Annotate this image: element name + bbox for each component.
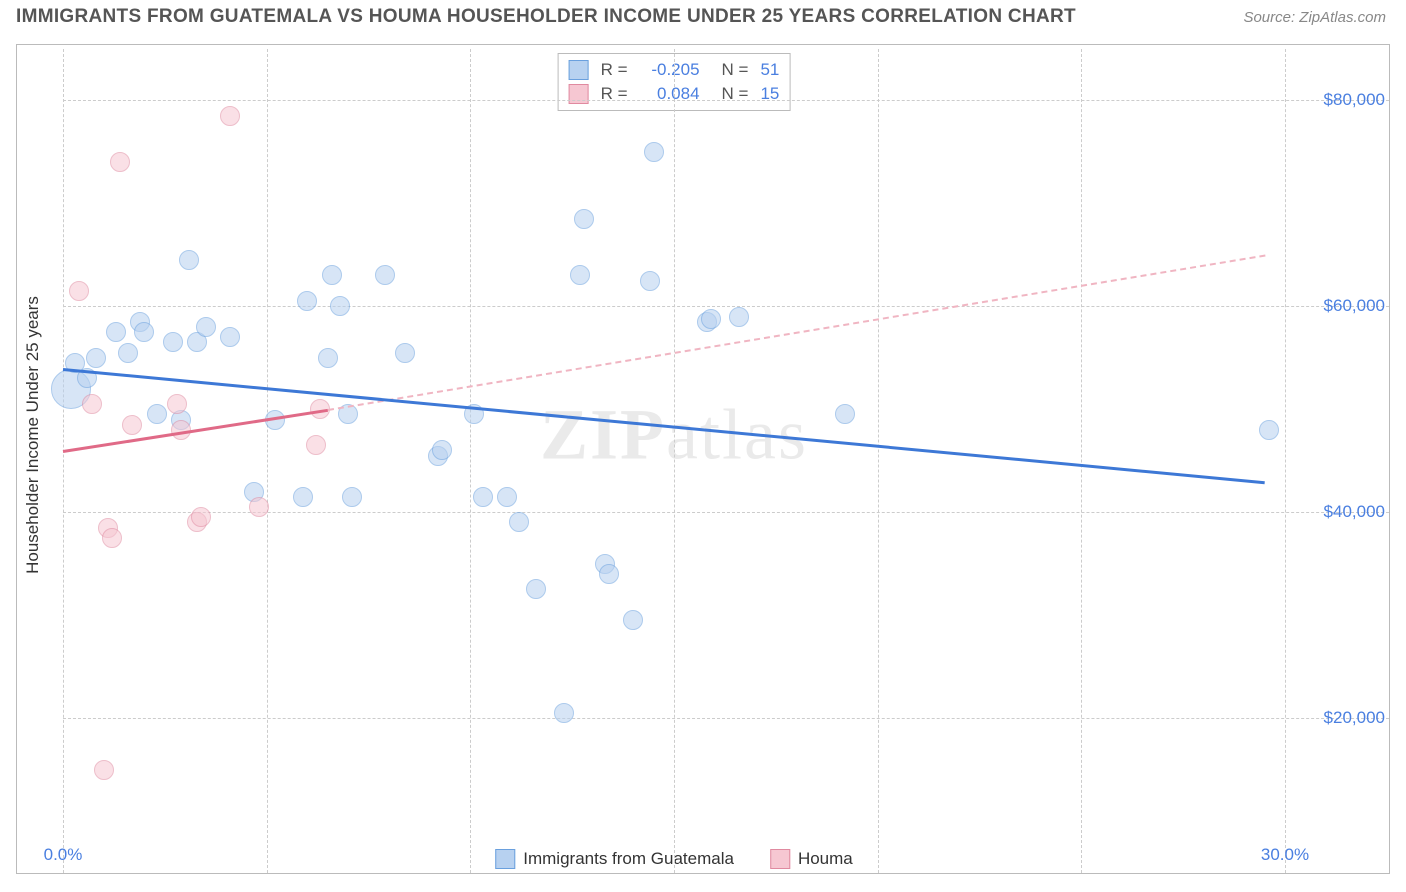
- scatter-point-guatemala: [835, 404, 855, 424]
- gridline-h: [63, 306, 1389, 307]
- gridline-h: [63, 100, 1389, 101]
- scatter-point-houma: [220, 106, 240, 126]
- scatter-point-guatemala: [570, 265, 590, 285]
- legend-item-guatemala: Immigrants from Guatemala: [495, 849, 734, 869]
- gridline-v: [878, 49, 879, 873]
- r-label: R =: [601, 82, 628, 106]
- y-tick-label: $80,000: [1324, 90, 1385, 110]
- scatter-point-houma: [102, 528, 122, 548]
- scatter-point-guatemala: [220, 327, 240, 347]
- y-tick-label: $40,000: [1324, 502, 1385, 522]
- scatter-point-guatemala: [293, 487, 313, 507]
- scatter-point-guatemala: [623, 610, 643, 630]
- scatter-point-guatemala: [86, 348, 106, 368]
- scatter-point-guatemala: [644, 142, 664, 162]
- r-value: -0.205: [640, 58, 700, 82]
- trend-line: [63, 368, 1265, 484]
- n-value: 51: [760, 58, 779, 82]
- scatter-point-houma: [69, 281, 89, 301]
- scatter-point-guatemala: [599, 564, 619, 584]
- scatter-point-houma: [191, 507, 211, 527]
- scatter-point-guatemala: [509, 512, 529, 532]
- scatter-point-guatemala: [147, 404, 167, 424]
- scatter-point-guatemala: [342, 487, 362, 507]
- gridline-v: [470, 49, 471, 873]
- scatter-point-guatemala: [322, 265, 342, 285]
- scatter-point-guatemala: [106, 322, 126, 342]
- gridline-h: [63, 718, 1389, 719]
- legend-swatch-icon: [770, 849, 790, 869]
- scatter-point-houma: [110, 152, 130, 172]
- scatter-point-guatemala: [554, 703, 574, 723]
- scatter-point-houma: [122, 415, 142, 435]
- scatter-point-guatemala: [526, 579, 546, 599]
- scatter-point-guatemala: [118, 343, 138, 363]
- n-label: N =: [722, 58, 749, 82]
- chart-title: IMMIGRANTS FROM GUATEMALA VS HOUMA HOUSE…: [16, 6, 1076, 28]
- gridline-v: [267, 49, 268, 873]
- r-label: R =: [601, 58, 628, 82]
- n-label: N =: [722, 82, 749, 106]
- r-value: 0.084: [640, 82, 700, 106]
- legend-swatch-icon: [569, 60, 589, 80]
- y-tick-label: $60,000: [1324, 296, 1385, 316]
- scatter-point-guatemala: [729, 307, 749, 327]
- scatter-point-guatemala: [196, 317, 216, 337]
- legend-swatch-icon: [495, 849, 515, 869]
- gridline-v: [674, 49, 675, 873]
- x-tick-label: 30.0%: [1261, 845, 1309, 865]
- scatter-point-guatemala: [330, 296, 350, 316]
- chart-container: Householder Income Under 25 years ZIPatl…: [16, 44, 1390, 874]
- trend-line: [328, 255, 1265, 411]
- scatter-point-guatemala: [574, 209, 594, 229]
- scatter-point-houma: [82, 394, 102, 414]
- gridline-v: [1285, 49, 1286, 873]
- x-tick-label: 0.0%: [44, 845, 83, 865]
- plot-area: Householder Income Under 25 years ZIPatl…: [63, 49, 1285, 821]
- scatter-point-guatemala: [297, 291, 317, 311]
- gridline-v: [63, 49, 64, 873]
- source-label: Source: ZipAtlas.com: [1243, 9, 1386, 26]
- scatter-point-guatemala: [1259, 420, 1279, 440]
- scatter-point-guatemala: [473, 487, 493, 507]
- legend-label: Houma: [798, 849, 853, 869]
- scatter-point-houma: [167, 394, 187, 414]
- scatter-point-guatemala: [318, 348, 338, 368]
- y-axis-label: Householder Income Under 25 years: [23, 296, 43, 574]
- scatter-point-guatemala: [497, 487, 517, 507]
- gridline-v: [1081, 49, 1082, 873]
- scatter-point-guatemala: [395, 343, 415, 363]
- scatter-point-houma: [249, 497, 269, 517]
- trend-line: [63, 409, 328, 453]
- scatter-point-guatemala: [163, 332, 183, 352]
- scatter-point-guatemala: [375, 265, 395, 285]
- scatter-point-houma: [94, 760, 114, 780]
- legend-item-houma: Houma: [770, 849, 853, 869]
- scatter-point-houma: [306, 435, 326, 455]
- n-value: 15: [760, 82, 779, 106]
- scatter-point-guatemala: [134, 322, 154, 342]
- scatter-point-guatemala: [701, 309, 721, 329]
- legend-label: Immigrants from Guatemala: [523, 849, 734, 869]
- scatter-point-guatemala: [640, 271, 660, 291]
- y-tick-label: $20,000: [1324, 708, 1385, 728]
- scatter-point-guatemala: [432, 440, 452, 460]
- scatter-point-guatemala: [179, 250, 199, 270]
